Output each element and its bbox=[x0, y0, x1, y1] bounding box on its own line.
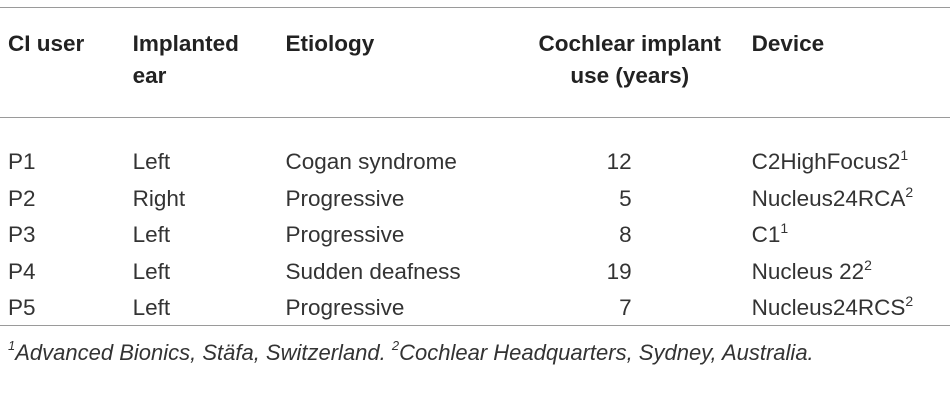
cell-user: P3 bbox=[8, 222, 36, 247]
table-header-row: CI user Implanted ear Etiology Cochlear i… bbox=[0, 14, 950, 128]
cell-user: P1 bbox=[8, 149, 36, 174]
cell-user: P2 bbox=[8, 185, 36, 211]
table-row: P4 Left Sudden deafness 19 Nucleus 222 bbox=[0, 254, 950, 291]
table-row: P5 Left Progressive 7 Nucleus24RCS2 bbox=[0, 290, 950, 327]
cell-user: P5 bbox=[8, 295, 36, 320]
cell-years: 7 bbox=[619, 295, 632, 320]
cell-years: 19 bbox=[606, 258, 632, 284]
cell-ear: Left bbox=[132, 258, 171, 284]
footnote-text-2: Cochlear Headquarters, Sydney, Australia… bbox=[399, 340, 814, 365]
header-implant-use: Cochlear implant use (years) bbox=[538, 31, 722, 88]
cell-device: Nucleus 222 bbox=[751, 256, 872, 284]
cell-years: 5 bbox=[619, 185, 632, 211]
cell-etiology: Progressive bbox=[285, 185, 405, 211]
cell-ear: Left bbox=[132, 149, 171, 174]
cell-etiology: Sudden deafness bbox=[285, 258, 461, 284]
cell-etiology: Progressive bbox=[285, 222, 405, 247]
header-etiology: Etiology bbox=[285, 31, 375, 56]
table-footnote: 1Advanced Bionics, Stäfa, Switzerland. 2… bbox=[8, 336, 942, 370]
ci-users-table: CI user Implanted ear Etiology Cochlear i… bbox=[0, 14, 950, 327]
cell-ear: Right bbox=[132, 185, 186, 211]
footnote-mark-2: 2 bbox=[391, 338, 400, 353]
table-row: P1 Left Cogan syndrome 12 C2HighFocus21 bbox=[0, 128, 950, 181]
footnote-mark-1: 1 bbox=[8, 338, 16, 353]
cell-device: Nucleus24RCA2 bbox=[751, 183, 914, 211]
cell-user: P4 bbox=[8, 258, 36, 284]
cell-etiology: Cogan syndrome bbox=[285, 149, 457, 174]
cell-device: C2HighFocus21 bbox=[751, 147, 909, 174]
cell-ear: Left bbox=[132, 222, 171, 247]
footnote-text-1: Advanced Bionics, Stäfa, Switzerland. bbox=[15, 340, 392, 365]
cell-years: 8 bbox=[619, 222, 632, 247]
cell-years: 12 bbox=[606, 149, 632, 174]
cell-ear: Left bbox=[132, 295, 171, 320]
table-bottom-rule bbox=[0, 325, 950, 326]
header-ci-user: CI user bbox=[8, 31, 85, 56]
table-row: P2 Right Progressive 5 Nucleus24RCA2 bbox=[0, 181, 950, 218]
cell-device: C11 bbox=[751, 220, 789, 247]
cell-etiology: Progressive bbox=[285, 295, 405, 320]
header-device: Device bbox=[751, 31, 825, 56]
cell-device: Nucleus24RCS2 bbox=[751, 293, 914, 320]
header-divider-rule bbox=[0, 117, 950, 118]
header-implanted-ear: Implanted ear bbox=[132, 31, 239, 88]
table-row: P3 Left Progressive 8 C11 bbox=[0, 217, 950, 254]
table-top-rule bbox=[0, 7, 950, 8]
